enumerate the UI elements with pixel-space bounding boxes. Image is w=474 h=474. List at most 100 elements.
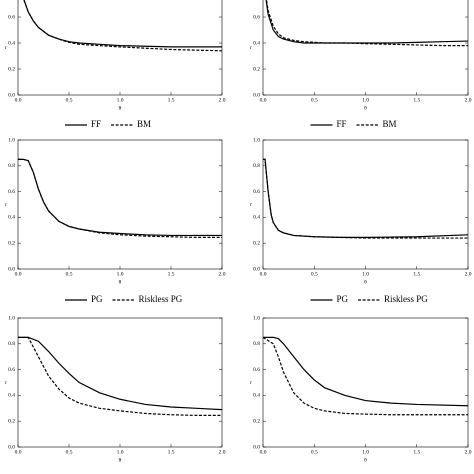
y-tick-label: 0.8	[253, 163, 260, 169]
x-tick-label: 2.0	[219, 97, 226, 103]
y-tick-label: 0.6	[8, 367, 15, 373]
plot-area	[18, 336, 222, 416]
y-tick-label: 0.0	[8, 444, 15, 450]
panel: 0.0 0.5 1.0 1.5 2.0 0.0 0.2 0.4 0.6 0.8 1.0 θ r PG Ris…	[5, 137, 226, 304]
y-tick-label: 0.2	[253, 240, 260, 246]
y-tick-label: 1.0	[8, 137, 15, 143]
y-tick-label: 0.4	[253, 393, 260, 399]
y-tick-label: 0.0	[253, 92, 260, 98]
panel: 0.00.51.01.52.00.00.20.40.60.81.0θrFFBM	[250, 0, 472, 129]
x-tick-label: 1.5	[168, 271, 175, 277]
series-line	[18, 336, 222, 416]
x-axis-label: θ	[364, 105, 367, 111]
series-line	[18, 336, 222, 411]
series-line	[263, 158, 468, 239]
x-axis-label: θ	[364, 457, 367, 463]
legend-label: FF	[337, 119, 347, 129]
x-tick-label: 0.0	[260, 271, 267, 277]
y-tick-label: 0.4	[8, 40, 15, 46]
legend-label: PG	[91, 294, 103, 304]
series-line	[265, 0, 468, 47]
x-tick-label: 1.5	[413, 271, 420, 277]
x-tick-label: 0.0	[15, 271, 22, 277]
y-axis-label: r	[250, 45, 252, 51]
series-line	[18, 158, 222, 238]
x-tick-label: 0.5	[311, 449, 318, 455]
plot-frame	[17, 139, 223, 270]
panel: 0.0 0.5 1.0 1.5 2.0 0.0 0.2 0.4 0.6 0.8 1.0 θ r PG Ris…	[250, 137, 472, 304]
y-axis-label: r	[250, 380, 252, 386]
legend-label: PG	[337, 294, 349, 304]
series-line	[263, 336, 468, 416]
y-tick-label: 0.4	[253, 215, 260, 221]
x-tick-label: 1.5	[413, 97, 420, 103]
x-tick-label: 0.5	[66, 97, 73, 103]
x-tick-label: 1.5	[168, 449, 175, 455]
x-tick-label: 0.0	[15, 97, 22, 103]
y-tick-label: 1.0	[253, 315, 260, 321]
y-tick-label: 0.2	[8, 418, 15, 424]
y-tick-label: 1.0	[253, 137, 260, 143]
y-tick-label: 0.6	[253, 367, 260, 373]
x-tick-label: 2.0	[465, 97, 472, 103]
y-tick-label: 0.2	[8, 240, 15, 246]
plot-area	[263, 158, 468, 239]
x-tick-label: 2.0	[465, 449, 472, 455]
y-tick-label: 0.2	[253, 66, 260, 72]
y-tick-label: 0.6	[8, 189, 15, 195]
series-line	[18, 158, 222, 237]
plot-frame	[262, 317, 469, 448]
x-axis-label: θ	[364, 279, 367, 285]
x-tick-label: 1.0	[117, 271, 124, 277]
y-tick-label: 0.0	[8, 92, 15, 98]
series-line	[23, 0, 222, 52]
x-tick-label: 0.5	[311, 97, 318, 103]
x-tick-label: 0.0	[15, 449, 22, 455]
x-tick-label: 1.0	[362, 271, 369, 277]
legend-label: BM	[137, 119, 151, 129]
x-tick-label: 1.0	[117, 449, 124, 455]
plot-area	[23, 0, 222, 52]
x-tick-label: 1.0	[362, 449, 369, 455]
y-tick-label: 0.8	[8, 163, 15, 169]
legend-label: Riskless PG	[139, 294, 183, 304]
plot-area	[265, 0, 468, 47]
x-axis-label: θ	[119, 105, 122, 111]
y-axis-label: r	[250, 202, 252, 208]
x-tick-label: 1.0	[362, 97, 369, 103]
y-tick-label: 0.4	[253, 40, 260, 46]
y-tick-label: 0.6	[8, 14, 15, 20]
plot-area	[263, 336, 468, 416]
panel: 0.00.51.01.52.00.00.20.40.60.81.0θrFFBM	[5, 0, 226, 129]
legend-label: BM	[383, 119, 397, 129]
x-tick-label: 0.5	[311, 271, 318, 277]
y-tick-label: 0.0	[8, 266, 15, 272]
panel: 0.0 0.5 1.0 1.5 2.0 0.0 0.2 0.4 0.6 0.8 1.0 θ r	[5, 315, 226, 463]
x-tick-label: 2.0	[219, 271, 226, 277]
x-axis-label: θ	[119, 457, 122, 463]
series-line	[263, 336, 468, 407]
plot-frame	[262, 139, 469, 270]
x-tick-label: 1.0	[117, 97, 124, 103]
x-axis-label: θ	[119, 279, 122, 285]
x-tick-label: 1.5	[168, 97, 175, 103]
y-tick-label: 0.4	[8, 215, 15, 221]
legend-label: Riskless PG	[384, 294, 428, 304]
y-tick-label: 0.0	[253, 444, 260, 450]
legend-label: FF	[91, 119, 101, 129]
y-tick-label: 0.6	[253, 189, 260, 195]
x-tick-label: 2.0	[465, 271, 472, 277]
y-tick-label: 0.4	[8, 393, 15, 399]
plot-frame	[17, 317, 223, 448]
y-tick-label: 1.0	[8, 315, 15, 321]
y-axis-label: r	[5, 380, 7, 386]
y-tick-label: 0.2	[253, 418, 260, 424]
x-tick-label: 1.5	[413, 449, 420, 455]
panel: 0.0 0.5 1.0 1.5 2.0 0.0 0.2 0.4 0.6 0.8 1.0 θ r	[250, 315, 472, 463]
x-tick-label: 0.5	[66, 449, 73, 455]
y-tick-label: 0.0	[253, 266, 260, 272]
y-axis-label: r	[5, 45, 7, 51]
x-tick-label: 0.5	[66, 271, 73, 277]
x-tick-label: 0.0	[260, 97, 267, 103]
y-tick-label: 0.6	[253, 14, 260, 20]
